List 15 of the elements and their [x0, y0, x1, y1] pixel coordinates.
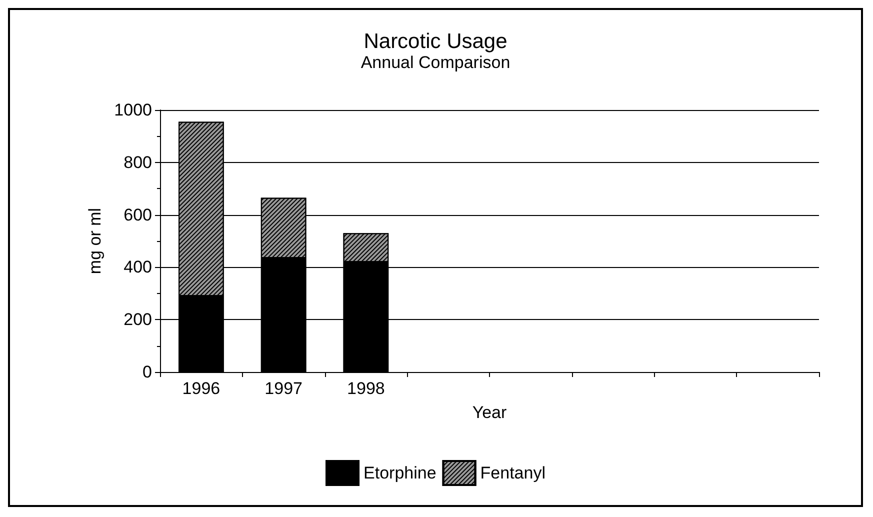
- x-tick-label: 1997: [264, 379, 302, 398]
- y-tick-label: 0: [142, 362, 152, 382]
- chart-title: Narcotic Usage: [364, 30, 508, 53]
- y-axis-title: mg or ml: [85, 208, 104, 274]
- x-tick-label: 1996: [182, 379, 220, 398]
- legend-label: Etorphine: [364, 464, 436, 482]
- y-tick-label: 800: [124, 152, 152, 172]
- x-axis-title: Year: [472, 403, 508, 422]
- chart-subtitle: Annual Comparison: [360, 53, 510, 72]
- y-tick-label: 1000: [114, 100, 152, 120]
- x-tick-label: 1998: [347, 379, 385, 398]
- y-tick-label: 600: [124, 205, 152, 224]
- y-tick-label: 200: [124, 310, 152, 330]
- legend-label: Fentanyl: [480, 464, 546, 482]
- y-tick-label: 400: [124, 258, 152, 277]
